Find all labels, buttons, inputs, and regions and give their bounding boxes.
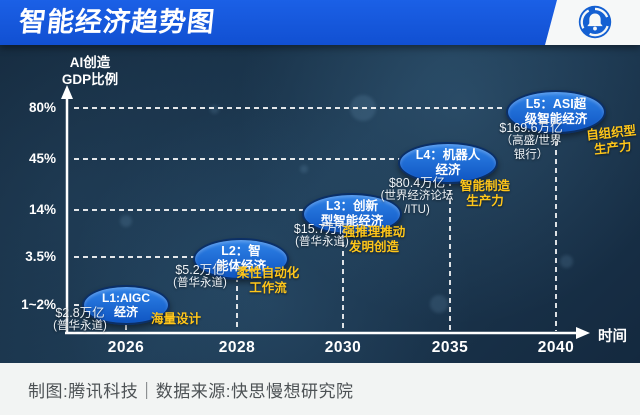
value-l1-amount: $2.8万亿 bbox=[55, 306, 105, 320]
bokeh-dot bbox=[430, 295, 448, 313]
value-l5-source: （高盛/世界 银行） bbox=[500, 135, 562, 161]
bubble-l5-asi-economy: L5：ASI超 级智能经济 bbox=[506, 90, 606, 134]
header-bar: 智能经济趋势图 bbox=[0, 0, 640, 45]
y-tick-45pct: 45% bbox=[28, 151, 56, 166]
x-tick-2035: 2035 bbox=[431, 339, 469, 356]
value-l4-source: (世界经济论坛 /ITU) bbox=[380, 190, 454, 216]
value-l2-source: (普华永道) bbox=[173, 277, 227, 290]
x-tick-2026: 2026 bbox=[107, 339, 145, 356]
bokeh-dot bbox=[210, 105, 219, 114]
header-corner-ribbon bbox=[545, 0, 640, 45]
value-l4: $80.4万亿 (世界经济论坛 /ITU) bbox=[369, 176, 465, 217]
value-l3: $15.7万亿 (普华永道) bbox=[278, 222, 366, 250]
value-l4-amount: $80.4万亿 bbox=[388, 176, 446, 190]
bokeh-dot bbox=[120, 215, 132, 227]
bokeh-dot bbox=[300, 165, 308, 173]
footer-bar: 制图:腾讯科技｜数据来源:快思慢想研究院 bbox=[0, 363, 640, 415]
value-l2: $5.2万亿 (普华永道) bbox=[156, 263, 244, 291]
page-title: 智能经济趋势图 bbox=[17, 7, 217, 37]
value-l3-source: (普华永道) bbox=[295, 236, 349, 249]
bell-swirl-logo-icon bbox=[578, 5, 612, 39]
value-l3-amount: $15.7万亿 bbox=[293, 222, 351, 236]
bubble-l3-innovative-economy: L3：创新 型智能经济 bbox=[302, 193, 402, 235]
bokeh-dot bbox=[560, 255, 573, 268]
driver-l3: 强推理推动 发明创造 bbox=[342, 225, 406, 254]
y-tick-3-5pct: 3.5% bbox=[25, 249, 56, 264]
value-l5: $169.6万亿 （高盛/世界 银行） bbox=[483, 121, 579, 162]
driver-l2: 柔性自动化 工作流 bbox=[236, 266, 300, 295]
y-tick-1-2pct: 1~2% bbox=[21, 297, 56, 312]
x-tick-2040: 2040 bbox=[537, 339, 575, 356]
value-l1-source: (普华永道) bbox=[53, 320, 107, 333]
bubble-l1-aigc-economy: L1:AIGC 经济 bbox=[82, 285, 170, 325]
driver-l1: 海量设计 bbox=[150, 312, 201, 326]
bokeh-dot bbox=[350, 95, 376, 121]
value-l5-amount: $169.6万亿 bbox=[499, 121, 563, 135]
x-tick-2030: 2030 bbox=[324, 339, 362, 356]
x-axis-title: 时间 bbox=[598, 329, 627, 345]
x-tick-2028: 2028 bbox=[218, 339, 256, 356]
bubble-l4-robot-economy: L4：机器人 经济 bbox=[398, 142, 498, 184]
value-l2-amount: $5.2万亿 bbox=[175, 263, 225, 277]
driver-l4: 智能制造 生产力 bbox=[459, 179, 510, 208]
y-axis-title: AI创造 GDP比例 bbox=[61, 55, 119, 87]
y-tick-14pct: 14% bbox=[28, 202, 56, 217]
y-tick-80pct: 80% bbox=[28, 100, 56, 115]
credit-line: 制图:腾讯科技｜数据来源:快思慢想研究院 bbox=[28, 381, 354, 401]
value-l1: $2.8万亿 (普华永道) bbox=[36, 306, 124, 334]
trend-chart: AI创造 GDP比例 时间 80% 45% 14% 3.5% 1~2% 2026… bbox=[0, 45, 640, 363]
bubble-l2-agent-economy: L2：智 能体经济 bbox=[193, 238, 289, 280]
